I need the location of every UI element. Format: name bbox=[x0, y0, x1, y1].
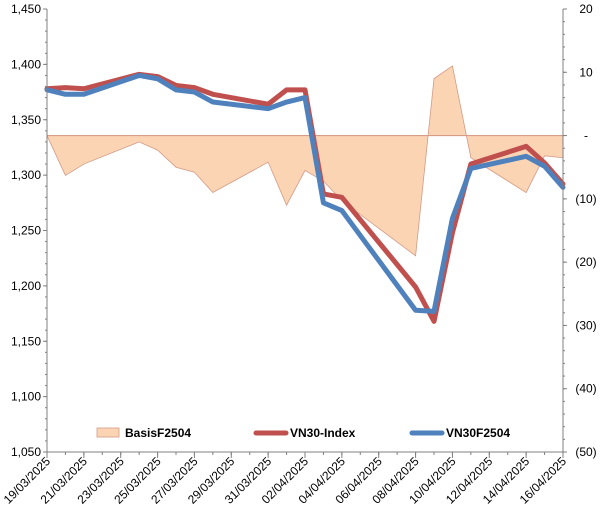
y2-tick-label: (30) bbox=[575, 318, 596, 332]
y-tick-label: 1,300 bbox=[11, 168, 41, 182]
y-tick-label: 1,100 bbox=[11, 390, 41, 404]
y-tick-label: 1,400 bbox=[11, 57, 41, 71]
vn30f2504-line bbox=[44, 72, 566, 314]
legend: BasisF2504 VN30-Index VN30F2504 bbox=[96, 426, 510, 440]
y2-tick-label: (20) bbox=[575, 255, 596, 269]
y2-tick-label: 20 bbox=[579, 2, 593, 16]
y-tick-label: 1,350 bbox=[11, 113, 41, 127]
legend-label-vn30-index: VN30-Index bbox=[290, 426, 356, 440]
y-tick-label: 1,050 bbox=[11, 445, 41, 459]
plot-area bbox=[47, 9, 563, 452]
y-tick-label: 1,200 bbox=[11, 279, 41, 293]
legend-label-basisf2504: BasisF2504 bbox=[125, 426, 191, 440]
y-tick-label: 1,250 bbox=[11, 224, 41, 238]
y-tick-label: 1,450 bbox=[11, 2, 41, 16]
y2-tick-label: (10) bbox=[575, 192, 596, 206]
series-lines bbox=[44, 71, 566, 324]
y2-tick-label: - bbox=[584, 129, 588, 143]
y2-tick-label: (50) bbox=[575, 445, 596, 459]
basis-area-layer bbox=[46, 65, 564, 257]
plot-background bbox=[47, 9, 563, 452]
y-tick-label: 1,150 bbox=[11, 334, 41, 348]
legend-label-vn30f2504: VN30F2504 bbox=[446, 426, 510, 440]
y2-tick-label: (40) bbox=[575, 382, 596, 396]
basis-area bbox=[46, 65, 564, 257]
legend-swatch-basisf2504 bbox=[96, 427, 120, 438]
y2-tick-label: 10 bbox=[579, 65, 593, 79]
